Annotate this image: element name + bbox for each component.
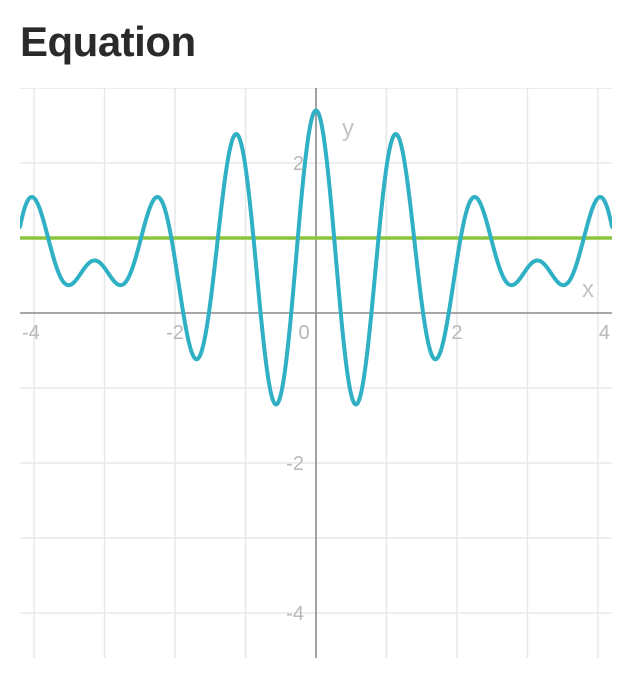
x-tick-label: 2 — [451, 322, 462, 344]
x-tick-label: -4 — [22, 322, 40, 344]
x-axis-label: x — [582, 276, 594, 303]
equation-chart: y x -4 -2 0 2 4 -4 -2 2 — [20, 88, 612, 658]
x-tick-label: 4 — [599, 322, 610, 344]
x-tick-label: 0 — [298, 322, 309, 344]
y-tick-label: -4 — [286, 603, 304, 625]
page-title: Equation — [20, 18, 611, 66]
y-axis-label: y — [342, 115, 354, 142]
chart-svg: y x -4 -2 0 2 4 -4 -2 2 — [20, 88, 612, 658]
x-tick-label: -2 — [166, 322, 184, 344]
y-tick-label: 2 — [293, 153, 304, 175]
y-tick-label: -2 — [286, 453, 304, 475]
